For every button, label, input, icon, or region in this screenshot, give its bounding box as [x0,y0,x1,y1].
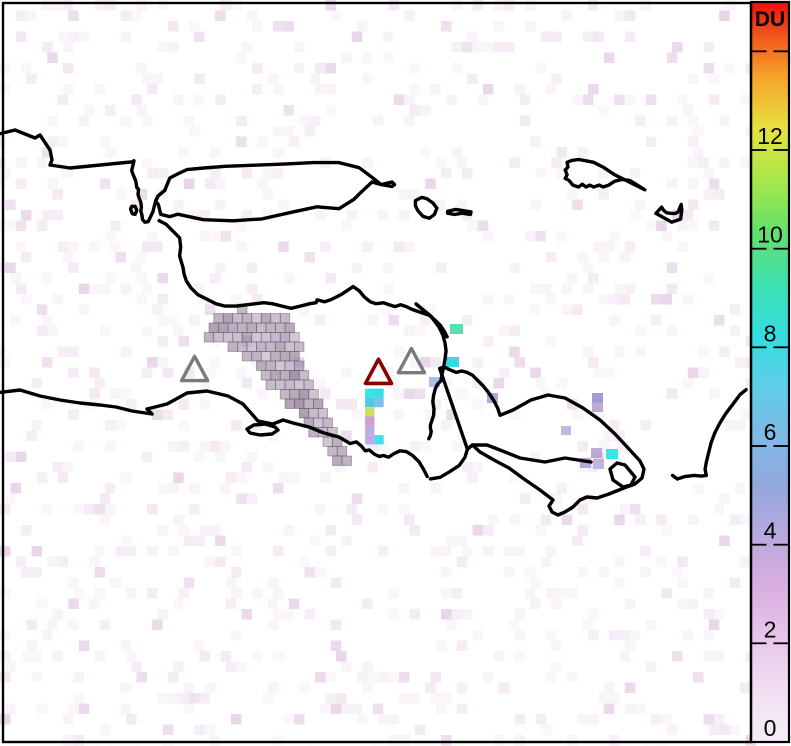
svg-text:4: 4 [764,518,777,544]
svg-text:2: 2 [764,616,777,642]
svg-text:12: 12 [757,123,783,149]
svg-text:6: 6 [764,419,777,445]
svg-text:10: 10 [757,222,783,248]
svg-text:0: 0 [764,715,777,741]
svg-text:DU: DU [755,8,785,31]
svg-text:8: 8 [764,320,777,346]
